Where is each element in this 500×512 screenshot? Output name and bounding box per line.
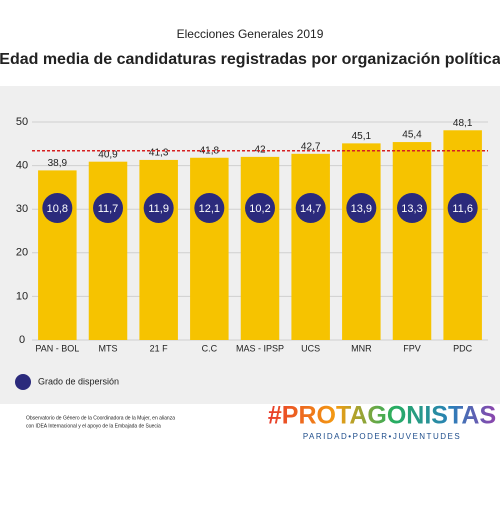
y-tick-label: 30 xyxy=(16,203,28,215)
value-label: 45,4 xyxy=(402,130,422,141)
dispersion-marker xyxy=(346,193,377,223)
dispersion-label: 13,3 xyxy=(401,203,422,215)
bar xyxy=(342,143,381,340)
x-tick-label: 21 F xyxy=(150,343,169,353)
dispersion-marker xyxy=(194,193,225,223)
bar xyxy=(240,156,280,340)
value-label: 48,1 xyxy=(453,118,473,129)
dispersion-label: 10,2 xyxy=(249,203,270,215)
value-label: 41,3 xyxy=(149,148,169,159)
y-tick-label: 50 xyxy=(16,116,28,128)
x-tick-label: MNR xyxy=(351,343,372,353)
dispersion-label: 10,8 xyxy=(47,203,68,215)
dispersion-label: 14,7 xyxy=(300,203,321,215)
logo: #PROTAGONISTAS xyxy=(268,402,496,430)
y-tick-label: 40 xyxy=(16,160,28,172)
dispersion-label: 11,9 xyxy=(148,203,169,215)
dispersion-marker xyxy=(42,193,73,223)
bar xyxy=(443,130,482,340)
footnote: Observatorio de Género de la Coordinador… xyxy=(26,415,175,421)
x-tick-label: UCS xyxy=(301,343,320,353)
bar xyxy=(392,142,432,340)
dispersion-label: 12,1 xyxy=(199,203,220,215)
dispersion-marker xyxy=(245,193,275,223)
x-tick-label: PDC xyxy=(453,343,473,353)
dispersion-label: 11,6 xyxy=(452,203,473,215)
value-label: 45,1 xyxy=(352,131,372,142)
dispersion-label: 13,9 xyxy=(351,203,372,215)
dispersion-label: 11,7 xyxy=(98,203,119,215)
dispersion-marker xyxy=(143,193,174,223)
bar xyxy=(88,161,128,340)
bar xyxy=(291,153,330,340)
y-tick-label: 0 xyxy=(19,334,25,346)
bar xyxy=(139,159,178,340)
value-label: 40,9 xyxy=(98,149,118,160)
dispersion-marker xyxy=(295,193,326,223)
value-label: 38,9 xyxy=(48,158,68,169)
y-tick-label: 10 xyxy=(16,290,28,302)
chart-title: Edad media de candidaturas registradas p… xyxy=(0,51,500,68)
bar xyxy=(190,157,229,340)
dispersion-marker xyxy=(397,193,427,223)
x-tick-label: FPV xyxy=(403,343,421,353)
value-label: 42,7 xyxy=(301,141,321,152)
x-tick-label: MTS xyxy=(99,343,118,353)
chart-subtitle: Elecciones Generales 2019 xyxy=(177,27,324,41)
legend-marker xyxy=(15,374,31,390)
dispersion-marker xyxy=(93,193,123,223)
dispersion-marker xyxy=(447,193,478,223)
y-tick-label: 20 xyxy=(16,247,28,259)
footnote: con IDEA Internacional y el apoyo de la … xyxy=(26,423,161,429)
legend-label: Grado de dispersión xyxy=(38,376,119,386)
x-tick-label: PAN - BOL xyxy=(35,343,79,353)
value-label: 42 xyxy=(254,145,266,156)
tagline: PARIDAD•PODER•JUVENTUDES xyxy=(303,432,461,441)
x-tick-label: C.C xyxy=(202,343,218,353)
x-tick-label: MAS - IPSP xyxy=(236,343,284,353)
